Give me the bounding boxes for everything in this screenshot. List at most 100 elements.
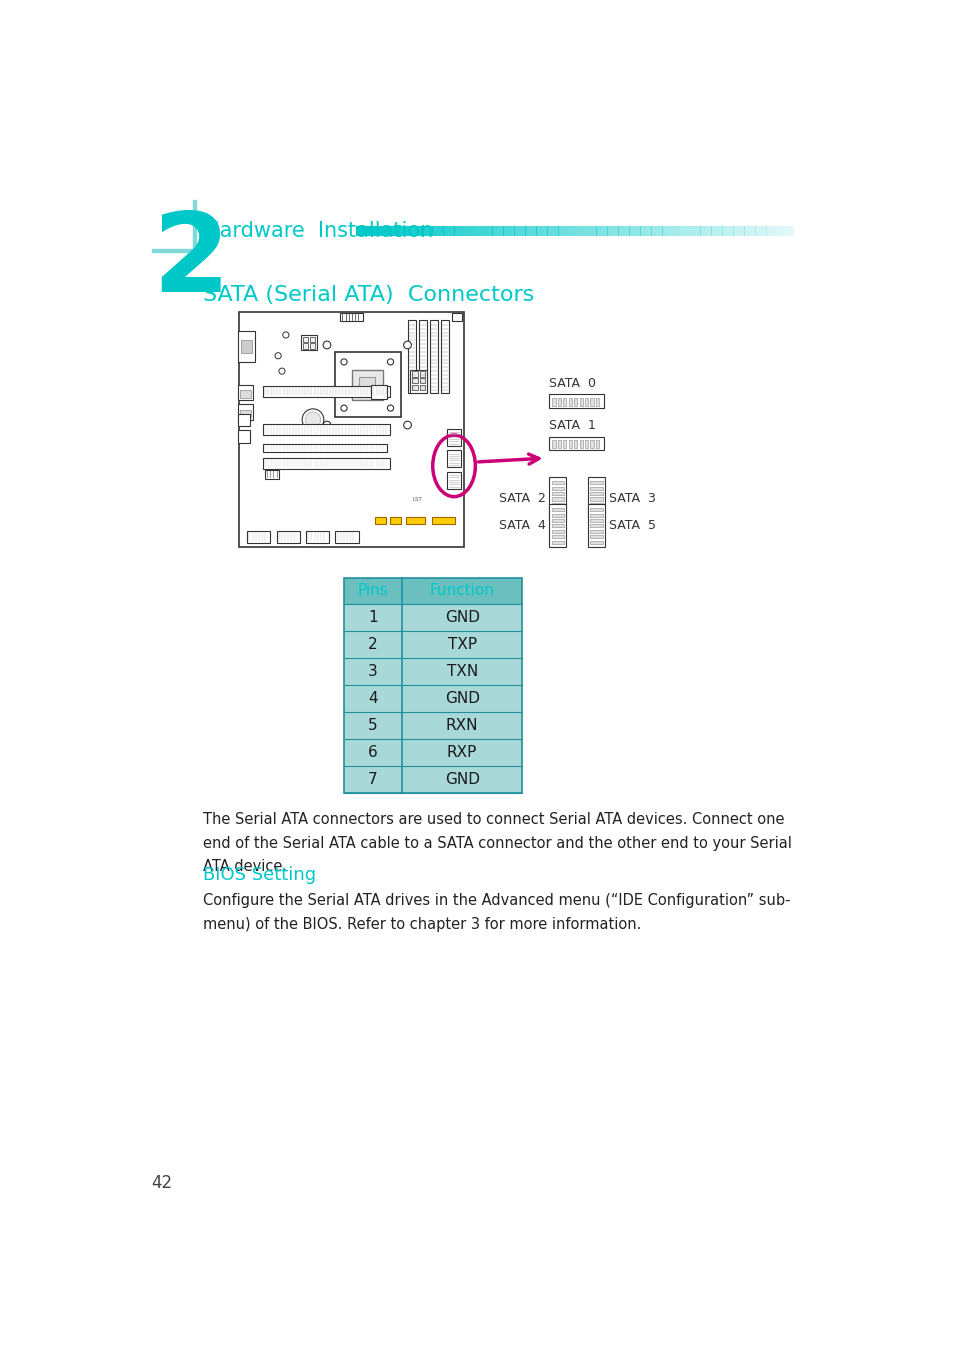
Bar: [551, 529, 563, 533]
Bar: [568, 398, 571, 406]
Text: RXP: RXP: [447, 745, 476, 760]
Bar: [596, 398, 598, 406]
Bar: [301, 334, 316, 351]
Bar: [402, 739, 521, 766]
Bar: [562, 398, 566, 406]
Bar: [448, 226, 454, 237]
Bar: [240, 410, 251, 417]
Bar: [787, 226, 793, 237]
Bar: [355, 226, 361, 237]
Bar: [596, 440, 598, 448]
Bar: [689, 226, 695, 237]
Bar: [306, 531, 329, 543]
Bar: [656, 226, 661, 237]
Bar: [366, 226, 372, 237]
Bar: [344, 578, 402, 604]
Bar: [237, 413, 250, 425]
Bar: [743, 226, 749, 237]
Bar: [262, 444, 386, 452]
Bar: [437, 226, 443, 237]
Bar: [402, 631, 521, 658]
Bar: [760, 226, 765, 237]
Bar: [465, 226, 471, 237]
Bar: [549, 436, 603, 451]
Bar: [700, 226, 705, 237]
Bar: [683, 226, 689, 237]
Bar: [551, 502, 563, 506]
Bar: [551, 535, 563, 539]
Bar: [440, 320, 448, 393]
Bar: [344, 604, 402, 631]
Circle shape: [340, 359, 347, 366]
Circle shape: [340, 405, 347, 412]
Bar: [152, 249, 196, 252]
Bar: [551, 540, 563, 543]
Bar: [241, 340, 252, 352]
Circle shape: [274, 352, 281, 359]
Bar: [344, 658, 402, 685]
Bar: [375, 517, 385, 524]
Bar: [431, 517, 455, 524]
Bar: [447, 451, 460, 467]
Bar: [651, 226, 657, 237]
Bar: [552, 398, 555, 406]
Circle shape: [305, 412, 320, 428]
Bar: [402, 578, 521, 604]
Bar: [443, 226, 449, 237]
Bar: [237, 405, 253, 420]
Bar: [247, 531, 270, 543]
Bar: [673, 226, 679, 237]
Bar: [584, 440, 587, 448]
Bar: [344, 766, 402, 793]
Text: BIOS Setting: BIOS Setting: [203, 867, 315, 884]
Bar: [402, 712, 521, 739]
Bar: [239, 311, 464, 547]
Bar: [412, 385, 417, 390]
Bar: [418, 320, 427, 393]
Bar: [558, 226, 563, 237]
Bar: [551, 513, 563, 517]
Circle shape: [387, 359, 394, 366]
Bar: [639, 226, 645, 237]
Bar: [590, 535, 602, 539]
Bar: [412, 371, 417, 376]
Text: 4: 4: [368, 692, 377, 707]
Text: SATA  4: SATA 4: [498, 519, 545, 532]
Bar: [237, 385, 253, 401]
Bar: [361, 226, 367, 237]
Bar: [549, 504, 566, 547]
Text: GND: GND: [444, 611, 479, 626]
Bar: [771, 226, 777, 237]
Bar: [551, 481, 563, 485]
Text: RXN: RXN: [445, 718, 478, 734]
Bar: [240, 390, 251, 398]
Text: Hardware  Installation: Hardware Installation: [204, 221, 434, 241]
Bar: [419, 371, 425, 376]
Bar: [486, 226, 493, 237]
Bar: [781, 226, 787, 237]
Bar: [645, 226, 651, 237]
Bar: [265, 470, 278, 479]
Bar: [661, 226, 667, 237]
Bar: [344, 739, 402, 766]
Bar: [558, 398, 560, 406]
Bar: [587, 504, 604, 547]
Bar: [344, 631, 402, 658]
Bar: [607, 226, 613, 237]
Bar: [590, 481, 602, 485]
Bar: [623, 226, 629, 237]
Bar: [590, 492, 602, 496]
Circle shape: [278, 368, 285, 374]
Bar: [777, 226, 782, 237]
Bar: [481, 226, 487, 237]
Bar: [377, 226, 383, 237]
Bar: [590, 513, 602, 517]
Text: 42: 42: [152, 1174, 172, 1193]
Bar: [508, 226, 515, 237]
Bar: [359, 378, 375, 393]
Bar: [738, 226, 744, 237]
Bar: [416, 226, 421, 237]
Bar: [579, 398, 582, 406]
Text: 2: 2: [152, 209, 229, 315]
Bar: [432, 226, 437, 237]
